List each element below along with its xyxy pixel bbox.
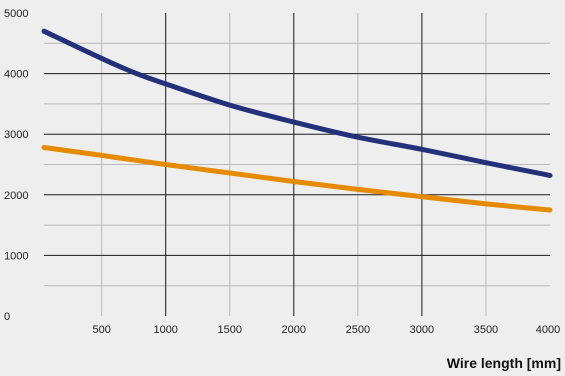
y-tick-label: 1000 <box>4 250 28 262</box>
x-tick-label: 2500 <box>346 324 370 336</box>
minor-grid <box>44 13 550 316</box>
y-tick-label: 2000 <box>4 190 28 202</box>
y-tick-label: 5000 <box>4 8 28 20</box>
x-tick-labels: 500 1000 1500 2000 2500 3000 3500 4000 <box>92 324 560 336</box>
y-tick-label: 4000 <box>4 69 28 81</box>
x-tick-label: 2000 <box>282 324 306 336</box>
x-tick-label: 3000 <box>410 324 434 336</box>
x-axis-label: Wire length [mm] <box>447 355 561 371</box>
x-tick-label: 3500 <box>474 324 498 336</box>
series-line-2 <box>41 145 553 213</box>
series-line-1 <box>41 28 553 178</box>
x-tick-label: 4000 <box>536 324 560 336</box>
x-tick-label: 500 <box>92 324 110 336</box>
x-tick-label: 1000 <box>153 324 177 336</box>
series-lines <box>41 28 553 213</box>
y-tick-label: 3000 <box>4 129 28 141</box>
y-tick-label: 0 <box>4 311 10 323</box>
x-tick-label: 1500 <box>218 324 242 336</box>
y-tick-labels: 0 1000 2000 3000 4000 5000 <box>4 8 28 323</box>
